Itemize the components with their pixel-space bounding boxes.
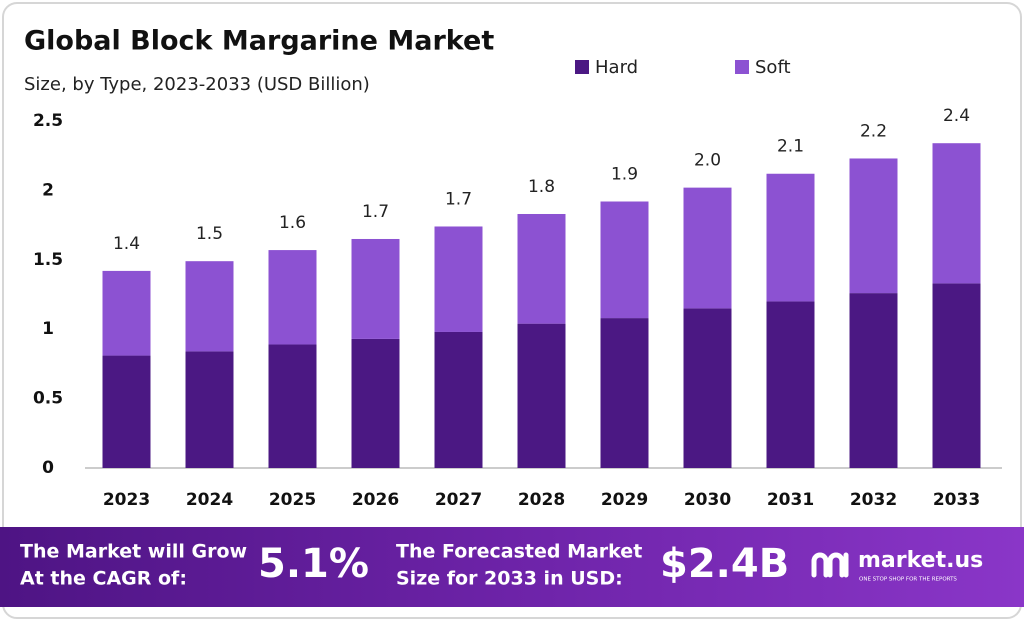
x-tick-label: 2028 [518,490,565,510]
total-label: 1.5 [196,224,223,244]
total-label: 2.2 [860,121,887,141]
forecast-text: The Forecasted Market [396,541,642,563]
x-tick-label: 2032 [850,490,897,510]
bar-segment [600,201,649,319]
total-label: 1.7 [445,189,472,209]
bar-segment [849,158,898,294]
y-tick-label: 0 [42,458,54,478]
x-tick-label: 2024 [186,490,233,510]
chart-subtitle: Size, by Type, 2023-2033 (USD Billion) [24,74,370,95]
total-label: 1.9 [611,165,638,185]
bar-segment [600,318,649,468]
bar-segment [683,187,732,309]
cagr-text: The Market will Grow [20,541,247,563]
x-tick-label: 2029 [601,490,648,510]
legend-label: Hard [595,57,638,78]
x-tick-label: 2031 [767,490,814,510]
cagr-text: At the CAGR of: [20,568,187,590]
x-tick-label: 2033 [933,490,980,510]
total-label: 1.4 [113,234,140,254]
bar-segment [185,351,234,468]
footer-banner [0,527,1024,607]
bar-segment [766,173,815,302]
cagr-value: 5.1% [258,541,369,587]
bar-segment [517,213,566,324]
bar-segment [351,238,400,339]
bar-segment [683,308,732,468]
bar-segment [766,301,815,468]
forecast-value: $2.4B [660,541,789,587]
y-tick-label: 2 [42,180,54,200]
chart-title: Global Block Margarine Market [24,26,494,57]
total-label: 2.4 [943,106,970,126]
legend-label: Soft [755,57,791,78]
total-label: 2.0 [694,151,721,171]
total-label: 2.1 [777,137,804,157]
brand-tagline: ONE STOP SHOP FOR THE REPORTS [859,577,957,583]
bar-segment [932,143,981,284]
brand-name: market.us [858,548,983,573]
x-tick-label: 2027 [435,490,482,510]
bar-segment [185,261,234,352]
total-label: 1.7 [362,202,389,222]
x-tick-label: 2025 [269,490,316,510]
bar-segment [102,270,151,356]
brand-logo [811,552,849,578]
y-tick-label: 1.5 [33,250,63,270]
legend-swatch [735,60,749,74]
y-tick-label: 0.5 [33,389,63,409]
bar-segment [849,293,898,468]
bar-segment [351,338,400,468]
x-tick-label: 2023 [103,490,150,510]
x-tick-label: 2026 [352,490,399,510]
y-tick-label: 2.5 [33,111,63,131]
forecast-text: Size for 2033 in USD: [396,568,623,590]
total-label: 1.6 [279,213,306,233]
bar-segment [102,355,151,468]
bar-segment [434,226,483,332]
bar-segment [932,283,981,468]
bar-segment [268,250,317,345]
bar-segment [268,344,317,468]
x-tick-label: 2030 [684,490,731,510]
bar-segment [434,331,483,468]
legend-swatch [575,60,589,74]
y-tick-label: 1 [42,319,54,339]
total-label: 1.8 [528,177,555,197]
bar-segment [517,323,566,468]
